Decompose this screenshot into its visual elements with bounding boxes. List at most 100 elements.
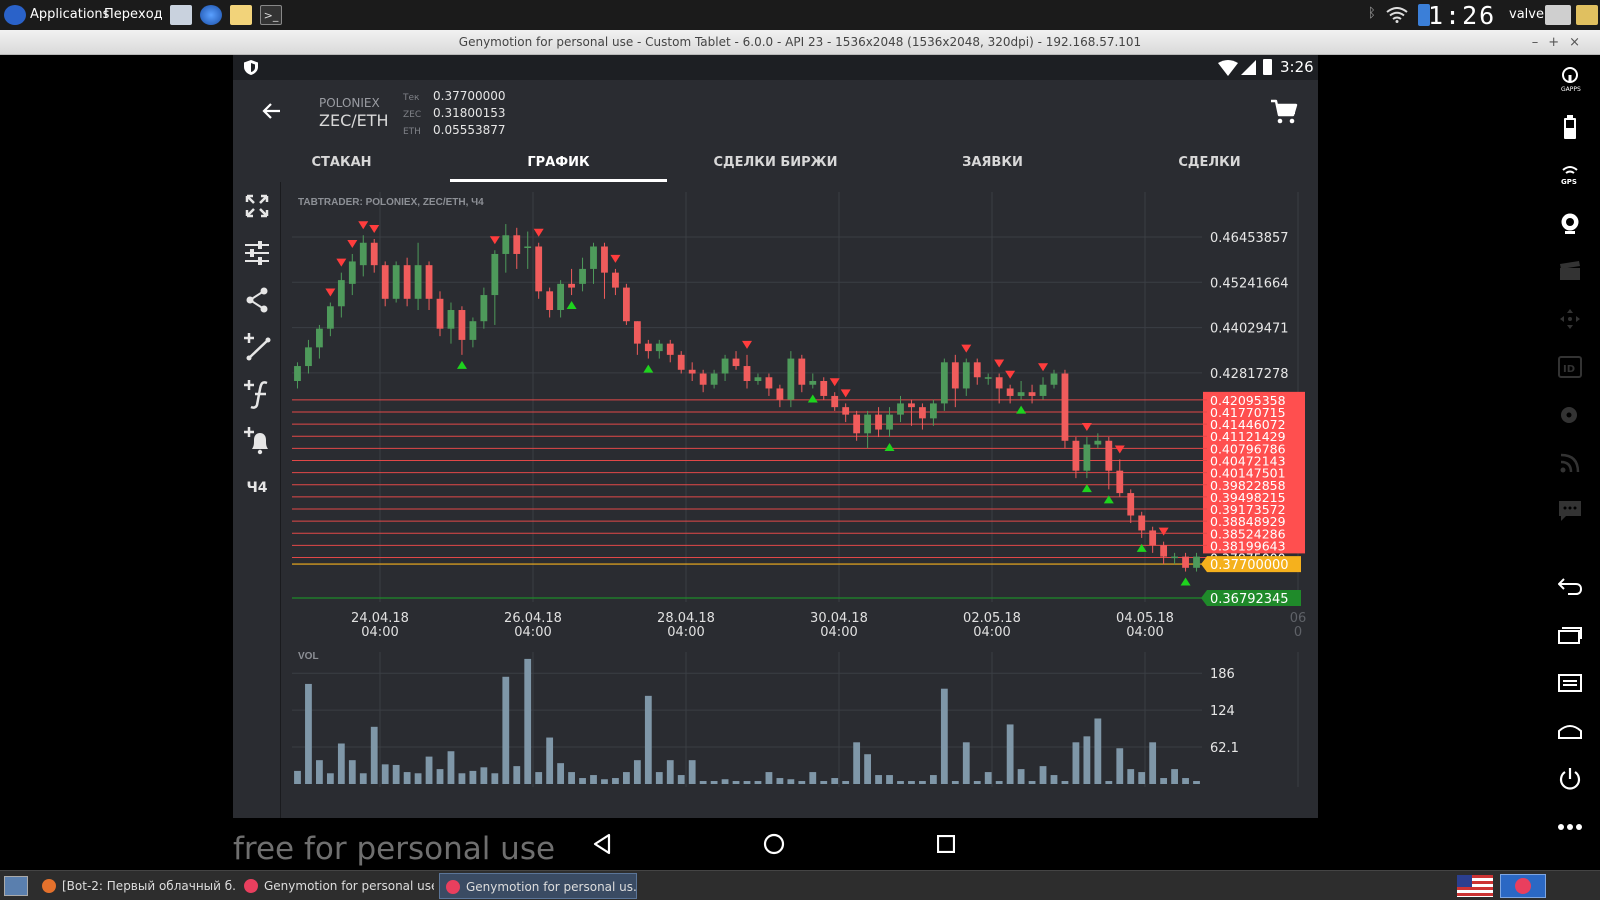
candle-body: [381, 265, 389, 299]
back-hw-button[interactable]: [1540, 567, 1600, 607]
us-flag-icon[interactable]: [1457, 875, 1493, 897]
capture-widget-button[interactable]: [1540, 251, 1600, 291]
candle-body: [436, 298, 444, 329]
chart-toolbar: Ч4: [233, 182, 281, 818]
recent-apps-hw-button[interactable]: [1540, 615, 1600, 655]
taskbar-task[interactable]: Genymotion for personal us...: [439, 873, 637, 899]
user-name[interactable]: valve: [1509, 7, 1544, 22]
taskbar-task[interactable]: Genymotion for personal use: [238, 873, 434, 899]
nav-home-button[interactable]: [760, 830, 788, 858]
sell-signal-marker: [369, 225, 380, 234]
volume-bar: [1072, 742, 1080, 784]
menu-hw-button[interactable]: [1540, 663, 1600, 703]
chart-grid: [292, 192, 1299, 787]
home-hw-button[interactable]: [1540, 711, 1600, 751]
sms-button[interactable]: [1540, 491, 1600, 531]
sell-signal-marker: [336, 258, 347, 267]
settings-button[interactable]: [233, 233, 281, 273]
network-button[interactable]: [1540, 443, 1600, 483]
id-card-icon: ID: [1558, 356, 1582, 378]
remote-control-button[interactable]: [1540, 299, 1600, 339]
volume-bar: [447, 751, 455, 784]
candle-body: [622, 287, 630, 322]
time-tick-label: 0: [1294, 625, 1302, 640]
device-icon[interactable]: [1545, 5, 1571, 25]
volume-tick-label: 62.1: [1210, 741, 1239, 756]
candle-body: [1171, 556, 1178, 559]
tab-chart[interactable]: ГРАФИК: [450, 144, 667, 182]
volume-bar: [513, 766, 521, 784]
stat-row: ETH 0.05553877: [403, 123, 506, 140]
wifi-icon[interactable]: [1386, 7, 1408, 23]
more-options-button[interactable]: [1540, 807, 1600, 847]
cart-icon[interactable]: [1270, 99, 1298, 125]
fullscreen-button[interactable]: [233, 186, 281, 226]
show-desktop-icon[interactable]: [4, 876, 28, 896]
nav-back-button[interactable]: [588, 830, 616, 858]
nav-recents-button[interactable]: [932, 830, 960, 858]
add-trendline-button[interactable]: [233, 327, 281, 367]
webcam-widget-button[interactable]: [1540, 203, 1600, 243]
battery-icon[interactable]: [1418, 4, 1430, 26]
file-manager-launcher-icon[interactable]: [170, 5, 192, 25]
add-indicator-button[interactable]: [233, 374, 281, 414]
volume-bar: [732, 781, 740, 784]
svg-text:ID: ID: [1563, 364, 1575, 375]
svg-text:GAPPS: GAPPS: [1561, 86, 1581, 92]
battery-widget-button[interactable]: [1540, 107, 1600, 147]
maximize-icon[interactable]: +: [1548, 35, 1570, 50]
alert-level-label: 0.41121429: [1210, 429, 1286, 444]
volume-bar: [633, 760, 641, 784]
tab-exchange-trades[interactable]: СДЕЛКИ БИРЖИ: [713, 155, 838, 170]
volume-bar: [897, 781, 904, 784]
candle-body: [743, 366, 751, 381]
device-id-button[interactable]: ID: [1540, 347, 1600, 387]
gapps-button[interactable]: GAPPS: [1540, 59, 1600, 99]
volume-bar: [337, 743, 345, 784]
panel-clock[interactable]: 1:26: [1428, 1, 1497, 30]
geny-tray-dot: [1515, 878, 1531, 894]
add-alert-button[interactable]: [233, 421, 281, 461]
date-tick-label: 28.04.18: [657, 611, 715, 626]
candle-body: [765, 377, 773, 389]
volume-bar: [491, 773, 499, 784]
close-icon[interactable]: ×: [1569, 35, 1590, 50]
taskbar-task[interactable]: [Bot-2: Первый облачный б...: [36, 873, 236, 899]
share-button[interactable]: [233, 280, 281, 320]
interval-selector[interactable]: Ч4: [246, 480, 268, 496]
flag-canton: [1457, 875, 1472, 887]
mail-launcher-icon[interactable]: [230, 5, 252, 25]
tab-orders[interactable]: ЗАЯВКИ: [962, 155, 1023, 170]
candle-body: [414, 265, 422, 299]
candlestick-chart[interactable]: 0.420953580.417707150.414460720.41121429…: [282, 182, 1318, 818]
chart-area[interactable]: 0.42095358 0.41770715 0.41446072 0.41121429…: [282, 182, 1318, 818]
places-menu[interactable]: Переход: [104, 7, 163, 22]
tab-my-trades[interactable]: СДЕЛКИ: [1178, 155, 1241, 170]
candle-body: [294, 366, 301, 381]
candle-body: [886, 414, 893, 430]
sell-signal-marker: [489, 236, 500, 245]
volume-bar: [392, 764, 400, 784]
gps-widget-button[interactable]: GPS: [1540, 155, 1600, 195]
minimize-icon[interactable]: –: [1531, 35, 1549, 50]
genymotion-tray-icon[interactable]: [1500, 874, 1546, 898]
tab-bar: СТАКАН ГРАФИК СДЕЛКИ БИРЖИ ЗАЯВКИ СДЕЛКИ: [233, 144, 1318, 182]
volume-bar: [612, 778, 619, 784]
disk-io-button[interactable]: [1540, 395, 1600, 435]
candle-body: [929, 403, 937, 419]
tab-order-book[interactable]: СТАКАН: [311, 155, 372, 170]
terminal-launcher-icon[interactable]: >_: [260, 5, 282, 25]
buy-signal-marker: [884, 443, 895, 452]
back-arrow-icon[interactable]: [261, 101, 281, 121]
date-tick-label: 24.04.18: [351, 611, 409, 626]
sell-signal-marker: [1005, 370, 1016, 379]
window-title-bar[interactable]: Genymotion for personal use - Custom Tab…: [0, 30, 1600, 55]
candle-body: [962, 362, 970, 389]
notes-icon[interactable]: [1576, 5, 1598, 25]
candle-body: [699, 373, 707, 385]
bluetooth-icon[interactable]: ᛒ: [1368, 6, 1376, 21]
power-hw-button[interactable]: [1540, 759, 1600, 799]
alert-level-label: 0.38199643: [1210, 538, 1286, 553]
web-browser-launcher-icon[interactable]: [200, 5, 222, 25]
applications-menu[interactable]: Applications: [4, 3, 114, 27]
